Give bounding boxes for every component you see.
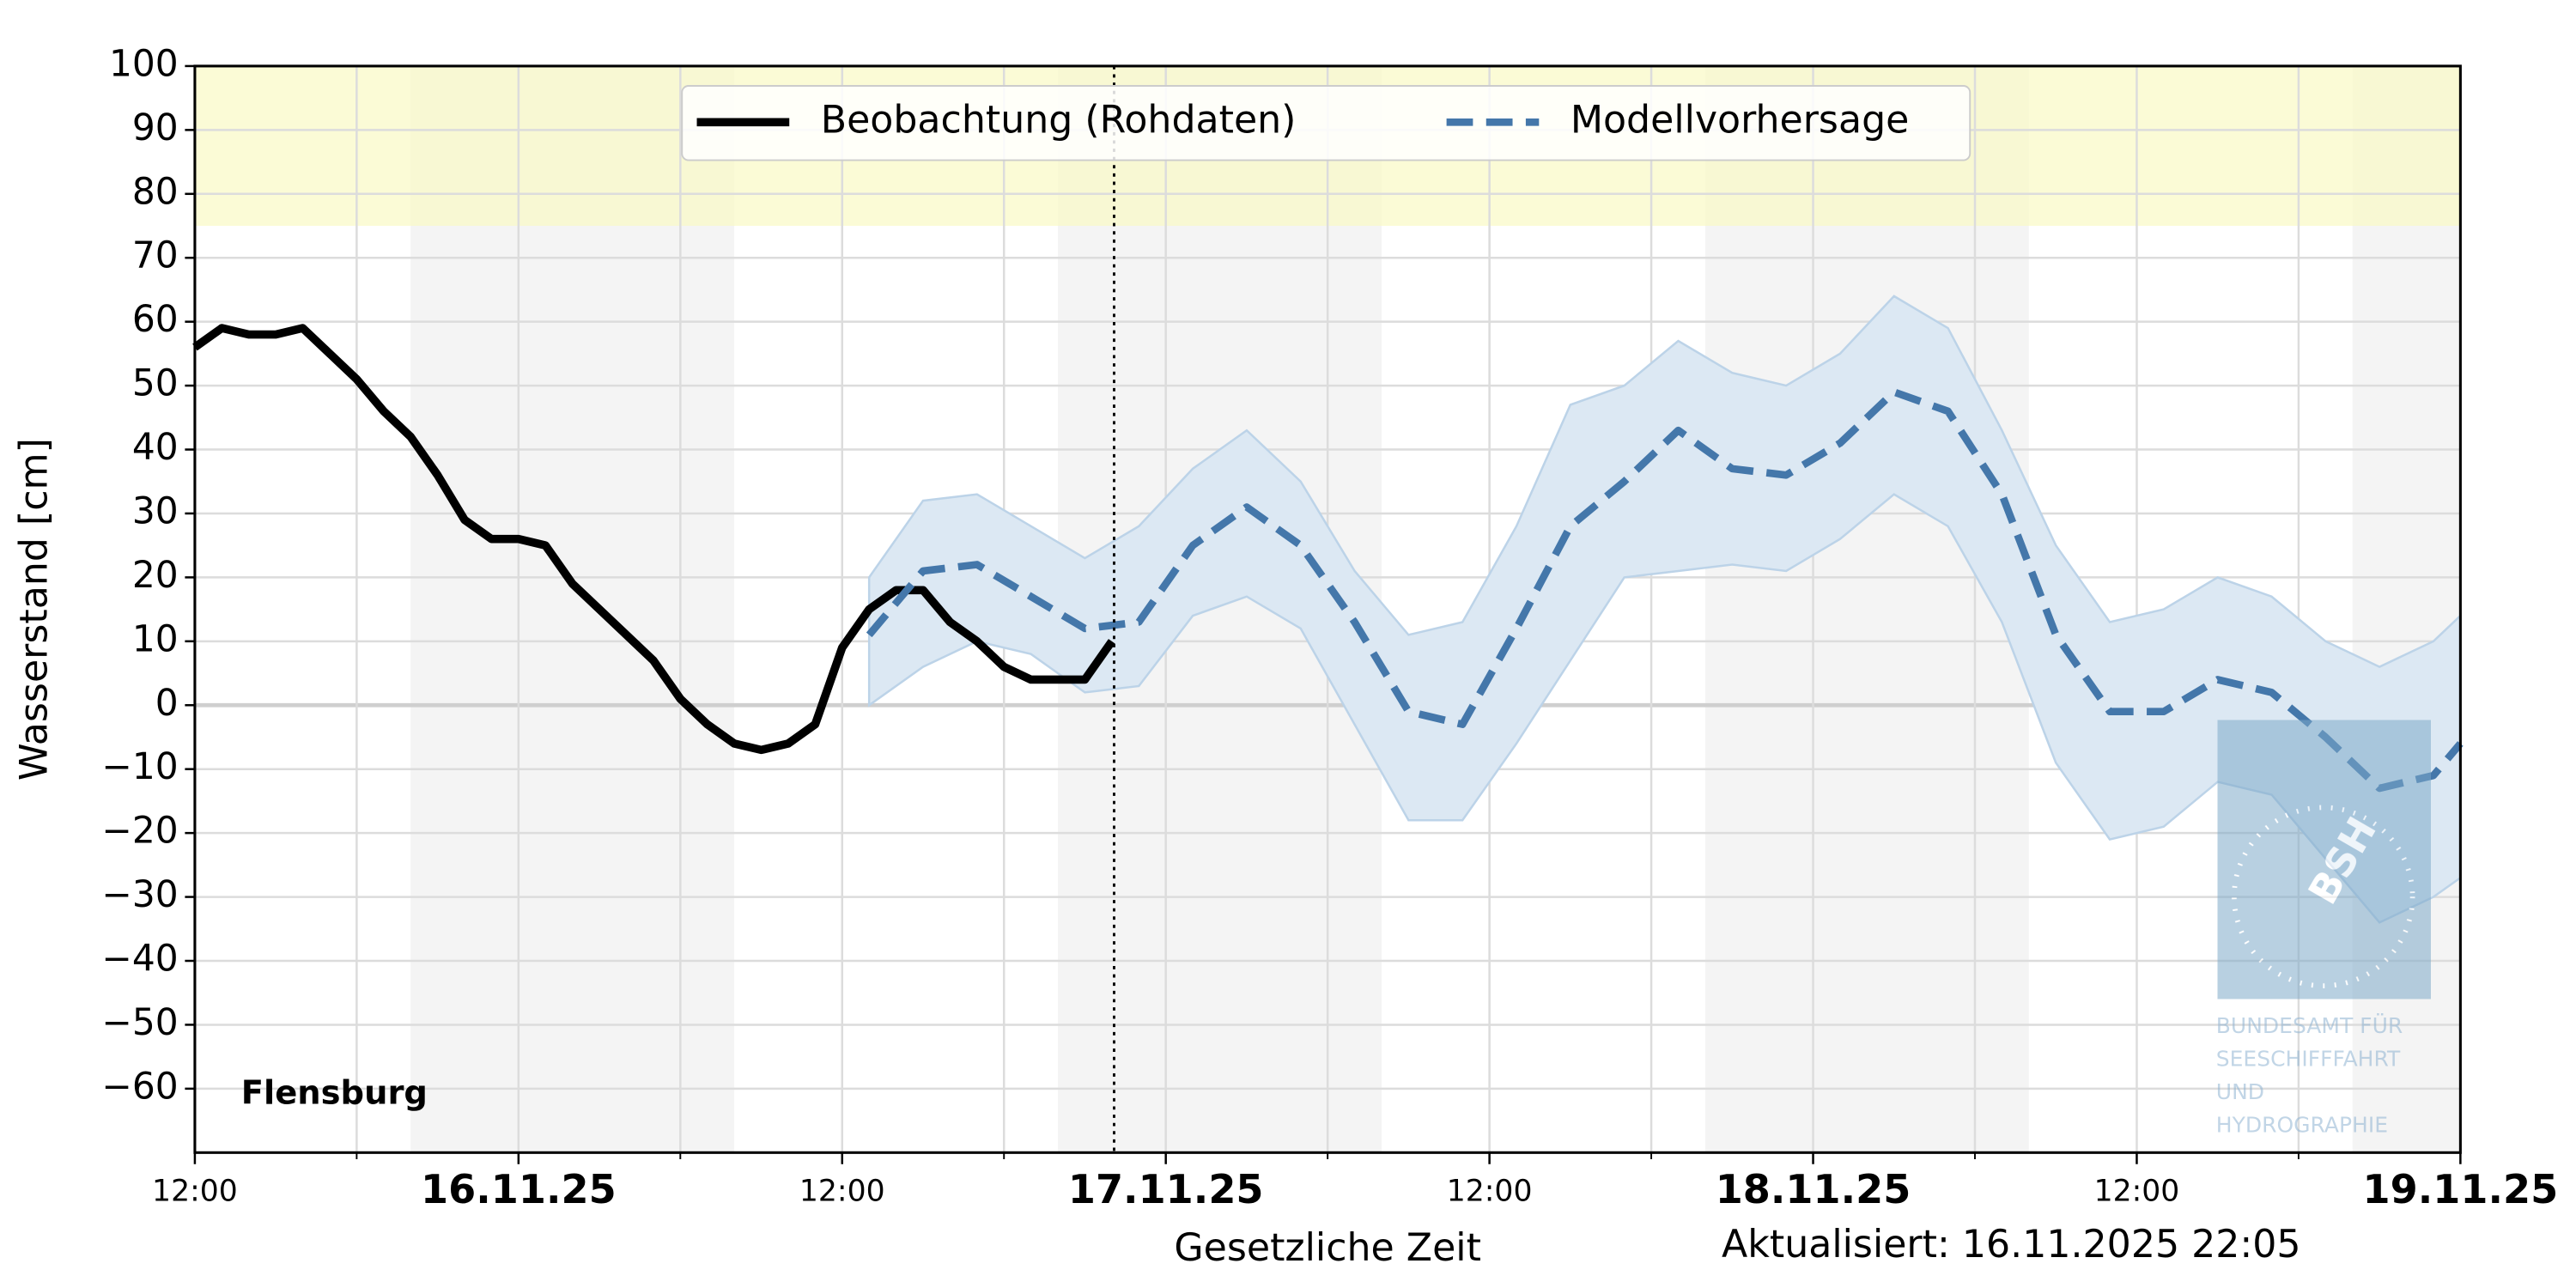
x-tick-label: 12:00 — [2094, 1174, 2180, 1208]
series-line — [192, 324, 1115, 755]
legend-box — [681, 85, 1971, 161]
x-tick-label: 12:00 — [152, 1174, 238, 1208]
y-tick-label: −50 — [101, 1001, 178, 1043]
y-tick-label: 80 — [132, 170, 179, 212]
updated-label: Aktualisiert: 16.11.2025 22:05 — [1722, 1223, 2301, 1267]
legend-label: Modellvorhersage — [1571, 98, 1910, 142]
watermark-text: SEESCHIFFFAHRT — [2216, 1047, 2401, 1072]
x-tick-label: 17.11.25 — [1068, 1166, 1264, 1212]
y-tick-label: −60 — [101, 1065, 178, 1107]
watermark-text: UND — [2216, 1079, 2264, 1104]
y-axis-label: Wasserstand [cm] — [12, 438, 56, 781]
axes-layer: −60 −50 −40 −30 −20 −10 0 10 20 30 40 50 60 70 80 90 100… — [101, 42, 2558, 1212]
station-label: Flensburg — [241, 1074, 428, 1113]
y-tick-label: 50 — [132, 362, 179, 404]
y-tick-label: 40 — [132, 426, 179, 468]
legend-label: Beobachtung (Rohdaten) — [821, 98, 1297, 142]
y-tick-label: 90 — [132, 106, 179, 149]
y-tick-label: 70 — [132, 234, 179, 276]
y-tick-label: 30 — [132, 489, 179, 532]
x-tick-label: 12:00 — [1447, 1174, 1533, 1208]
x-tick-label: 16.11.25 — [421, 1166, 617, 1212]
x-tick-label: 12:00 — [799, 1174, 885, 1208]
y-tick-label: −10 — [101, 745, 178, 787]
y-tick-label: 100 — [109, 42, 179, 84]
y-tick-label: −40 — [101, 938, 178, 980]
watermark-text: BUNDESAMT FÜR — [2216, 1013, 2403, 1038]
y-tick-label: −30 — [101, 873, 178, 915]
night-shading — [410, 65, 735, 1153]
watermark-text: HYDROGRAPHIE — [2216, 1113, 2388, 1138]
y-tick-label: 0 — [155, 682, 179, 724]
plot-frame — [193, 64, 2462, 1154]
night-shading — [1704, 65, 2029, 1153]
legend: Beobachtung (Rohdaten) Modellvorhersage — [681, 85, 1971, 161]
y-tick-label: 60 — [132, 298, 179, 340]
y-tick-label: 20 — [132, 554, 179, 596]
x-tick-label: 19.11.25 — [2363, 1166, 2559, 1212]
watermark: BSH BUNDESAMT FÜRSEESCHIFFFAHRTUNDHYDROG… — [2216, 720, 2431, 1138]
watermark-ring — [2232, 805, 2415, 988]
y-tick-label: 10 — [132, 617, 179, 659]
x-axis-label: Gesetzliche Zeit — [1174, 1226, 1481, 1270]
x-tick-label: 18.11.25 — [1716, 1166, 1911, 1212]
series-line — [866, 388, 2464, 793]
y-tick-label: −20 — [101, 810, 178, 852]
